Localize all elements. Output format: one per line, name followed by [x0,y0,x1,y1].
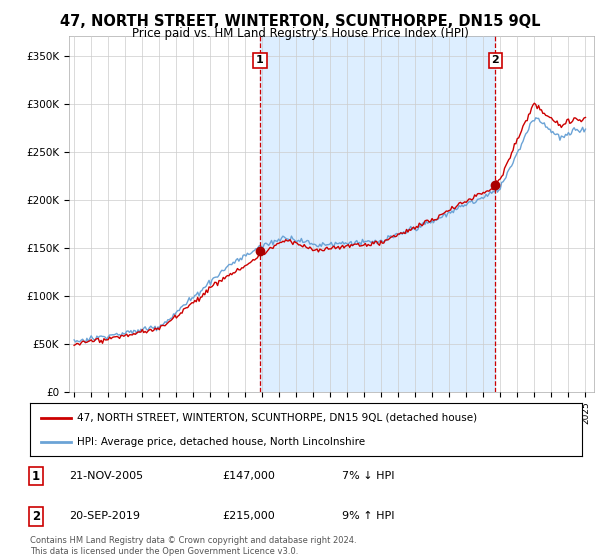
Bar [260,36,496,392]
Text: 1: 1 [32,469,40,483]
Text: 21-NOV-2005: 21-NOV-2005 [69,471,143,481]
Text: 1: 1 [256,55,264,66]
Text: £147,000: £147,000 [222,471,275,481]
Text: 2: 2 [491,55,499,66]
Text: 9% ↑ HPI: 9% ↑ HPI [342,511,395,521]
Text: £215,000: £215,000 [222,511,275,521]
Text: 2: 2 [32,510,40,523]
Text: 20-SEP-2019: 20-SEP-2019 [69,511,140,521]
Text: Contains HM Land Registry data © Crown copyright and database right 2024.
This d: Contains HM Land Registry data © Crown c… [30,536,356,556]
Text: 47, NORTH STREET, WINTERTON, SCUNTHORPE, DN15 9QL (detached house): 47, NORTH STREET, WINTERTON, SCUNTHORPE,… [77,413,477,423]
Text: Price paid vs. HM Land Registry's House Price Index (HPI): Price paid vs. HM Land Registry's House … [131,27,469,40]
Text: HPI: Average price, detached house, North Lincolnshire: HPI: Average price, detached house, Nort… [77,437,365,447]
Text: 47, NORTH STREET, WINTERTON, SCUNTHORPE, DN15 9QL: 47, NORTH STREET, WINTERTON, SCUNTHORPE,… [60,14,540,29]
Text: 7% ↓ HPI: 7% ↓ HPI [342,471,395,481]
